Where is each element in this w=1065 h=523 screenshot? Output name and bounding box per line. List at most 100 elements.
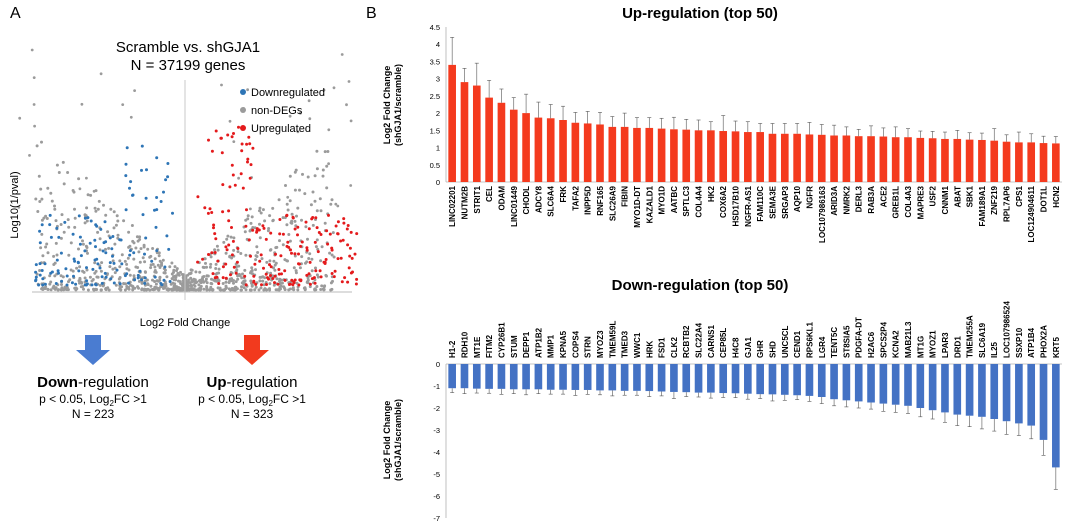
volcano-point: [328, 251, 332, 255]
bar: [916, 137, 925, 182]
volcano-point: [257, 288, 261, 292]
volcano-point: [197, 283, 201, 287]
volcano-point: [292, 288, 296, 292]
volcano-point: [222, 240, 226, 244]
volcano-point: [18, 116, 22, 120]
volcano-point: [153, 208, 156, 212]
y-tick-label: -1: [433, 382, 440, 391]
category-label: LOC107986163: [818, 185, 827, 242]
volcano-point: [118, 285, 122, 289]
volcano-point: [83, 213, 87, 217]
y-tick-label: 4.5: [430, 23, 440, 32]
volcano-point: [65, 274, 69, 278]
volcano-point: [228, 277, 232, 281]
volcano-point: [307, 257, 311, 260]
bar: [978, 364, 986, 417]
volcano-point: [288, 174, 292, 178]
volcano-point: [80, 102, 84, 106]
volcano-point: [157, 251, 161, 255]
volcano-point: [250, 284, 254, 288]
volcano-point: [240, 285, 243, 289]
category-label: RPL7AP6: [1003, 185, 1012, 222]
volcano-point: [40, 287, 44, 291]
bar: [522, 113, 530, 182]
volcano-points: [17, 48, 359, 292]
volcano-point: [156, 263, 160, 267]
bar: [854, 136, 863, 182]
volcano-point: [55, 226, 59, 230]
volcano-point: [71, 189, 75, 192]
volcano-point: [180, 284, 184, 287]
volcano-point: [114, 283, 118, 287]
category-label: RNF165: [596, 185, 605, 215]
volcano-point: [49, 191, 53, 195]
volcano-point: [273, 263, 277, 267]
volcano-point: [63, 220, 67, 224]
volcano-point: [30, 48, 34, 52]
bar: [620, 126, 629, 182]
category-label: KPNA5: [559, 330, 568, 358]
volcano-point: [300, 218, 303, 222]
bar: [916, 364, 925, 408]
volcano-point: [319, 209, 323, 213]
volcano-point: [232, 248, 236, 252]
volcano-point: [349, 119, 353, 123]
volcano-point: [142, 245, 146, 249]
volcano-point: [214, 272, 218, 276]
volcano-point: [48, 213, 52, 217]
volcano-point: [333, 269, 337, 273]
volcano-point: [77, 279, 81, 283]
volcano-point: [143, 252, 146, 256]
volcano-point: [41, 277, 45, 281]
volcano-point: [165, 275, 169, 279]
volcano-point: [158, 266, 162, 269]
volcano-point: [251, 272, 254, 276]
down-summary-criteria: p < 0.05, Log2FC >1: [39, 392, 147, 408]
volcano-point: [138, 269, 142, 273]
volcano-point: [143, 281, 147, 285]
bar: [448, 364, 456, 389]
volcano-point: [208, 265, 212, 269]
volcano-point: [189, 276, 193, 280]
volcano-point: [69, 241, 73, 245]
volcano-point: [295, 214, 298, 218]
volcano-point: [125, 146, 129, 150]
volcano-point: [174, 278, 178, 282]
volcano-point: [128, 186, 131, 190]
bar: [793, 133, 801, 182]
bar: [891, 137, 900, 182]
volcano-point: [168, 265, 172, 269]
volcano-point: [308, 117, 312, 121]
bar: [891, 364, 900, 405]
volcano-point: [124, 174, 128, 178]
volcano-point: [290, 278, 294, 282]
volcano-point: [81, 239, 84, 243]
volcano-point: [41, 283, 45, 287]
category-label: SPCS2P4: [879, 321, 888, 358]
volcano-point: [287, 245, 291, 249]
volcano-point: [153, 257, 157, 261]
volcano-point: [34, 270, 38, 274]
legend-marker-down: [240, 89, 246, 95]
volcano-point: [237, 272, 241, 276]
volcano-point: [213, 232, 217, 236]
volcano-point: [297, 252, 300, 256]
volcano-point: [232, 140, 236, 144]
volcano-point: [196, 195, 200, 199]
volcano-point: [199, 284, 203, 288]
volcano-point: [59, 223, 63, 226]
volcano-point: [40, 197, 44, 201]
volcano-point: [339, 256, 343, 260]
volcano-point: [249, 279, 253, 283]
volcano-point: [271, 206, 275, 210]
volcano-point: [85, 176, 88, 180]
y-tick-label: -6: [433, 492, 440, 501]
volcano-point: [151, 247, 155, 250]
bar: [879, 136, 888, 182]
volcano-point: [208, 207, 212, 211]
volcano-point: [227, 243, 231, 247]
category-label: DEPP1: [522, 331, 531, 358]
volcano-point: [232, 132, 235, 135]
category-label: LOC124904611: [1027, 185, 1036, 242]
bar: [448, 64, 456, 182]
